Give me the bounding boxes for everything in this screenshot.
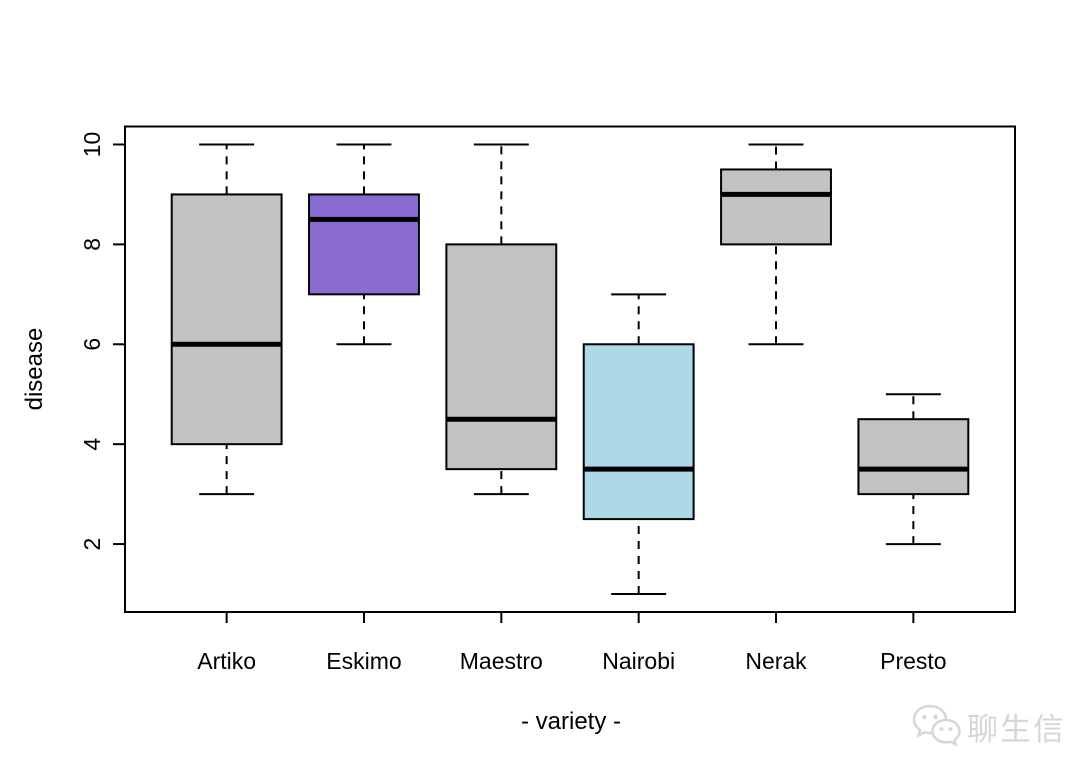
x-tick-label: Maestro	[460, 648, 543, 674]
x-tick-label: Artiko	[197, 648, 256, 674]
wechat-icon	[910, 701, 962, 751]
box-nairobi	[582, 343, 695, 521]
x-tick-label: Nerak	[745, 648, 807, 674]
x-tick-label: Eskimo	[326, 648, 401, 674]
box-eskimo	[308, 193, 420, 296]
y-axis-title: disease	[21, 327, 48, 411]
box-maestro	[445, 243, 558, 471]
x-tick-label: Presto	[880, 648, 946, 674]
y-tick-label: 2	[79, 538, 105, 551]
box-nerak	[720, 168, 832, 246]
x-axis-title: - variety -	[520, 708, 622, 735]
y-tick-label: 6	[79, 338, 105, 351]
box-artiko	[170, 193, 283, 446]
watermark: 聊生信	[910, 701, 1066, 751]
box-presto	[857, 418, 970, 496]
plot-border	[124, 125, 1016, 613]
y-tick-label: 4	[79, 438, 105, 451]
x-tick-label: Nairobi	[602, 648, 675, 674]
y-tick-label: 10	[79, 132, 105, 158]
y-tick-label: 8	[79, 238, 105, 251]
watermark-text: 聊生信	[967, 711, 1066, 747]
